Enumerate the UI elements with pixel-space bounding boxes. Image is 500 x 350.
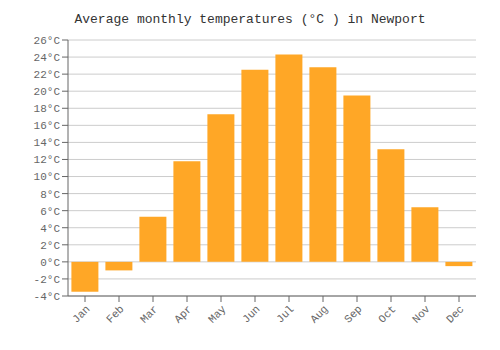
svg-text:18°C: 18°C — [34, 103, 61, 115]
svg-text:16°C: 16°C — [34, 120, 61, 132]
svg-text:0°C: 0°C — [40, 257, 60, 269]
svg-text:4°C: 4°C — [40, 223, 60, 235]
svg-text:Sep: Sep — [342, 303, 364, 325]
svg-text:-4°C: -4°C — [34, 291, 61, 303]
svg-text:Feb: Feb — [104, 303, 126, 325]
svg-text:May: May — [206, 303, 229, 326]
svg-text:6°C: 6°C — [40, 206, 60, 218]
html-text:Average monthly temperatures (: Average monthly temperatures (°C ) in Ne… — [74, 12, 426, 27]
svg-text:Dec: Dec — [444, 303, 466, 325]
svg-text:Jul: Jul — [274, 303, 296, 325]
svg-text:Jun: Jun — [240, 303, 262, 325]
svg-text:24°C: 24°C — [34, 52, 61, 64]
svg-text:Oct: Oct — [376, 303, 398, 325]
svg-text:20°C: 20°C — [34, 86, 61, 98]
svg-text:Jan: Jan — [70, 303, 92, 325]
svg-text:22°C: 22°C — [34, 69, 61, 81]
svg-text:26°C: 26°C — [34, 35, 61, 47]
svg-text:Nov: Nov — [410, 303, 433, 326]
svg-text:14°C: 14°C — [34, 137, 61, 149]
svg-text:8°C: 8°C — [40, 189, 60, 201]
svg-text:2°C: 2°C — [40, 240, 60, 252]
svg-text:Aug: Aug — [308, 303, 330, 325]
svg-text:Mar: Mar — [138, 303, 160, 325]
svg-text:-2°C: -2°C — [34, 274, 61, 286]
svg-text:10°C: 10°C — [34, 171, 61, 183]
svg-text:12°C: 12°C — [34, 154, 61, 166]
svg-text:Apr: Apr — [172, 303, 194, 325]
